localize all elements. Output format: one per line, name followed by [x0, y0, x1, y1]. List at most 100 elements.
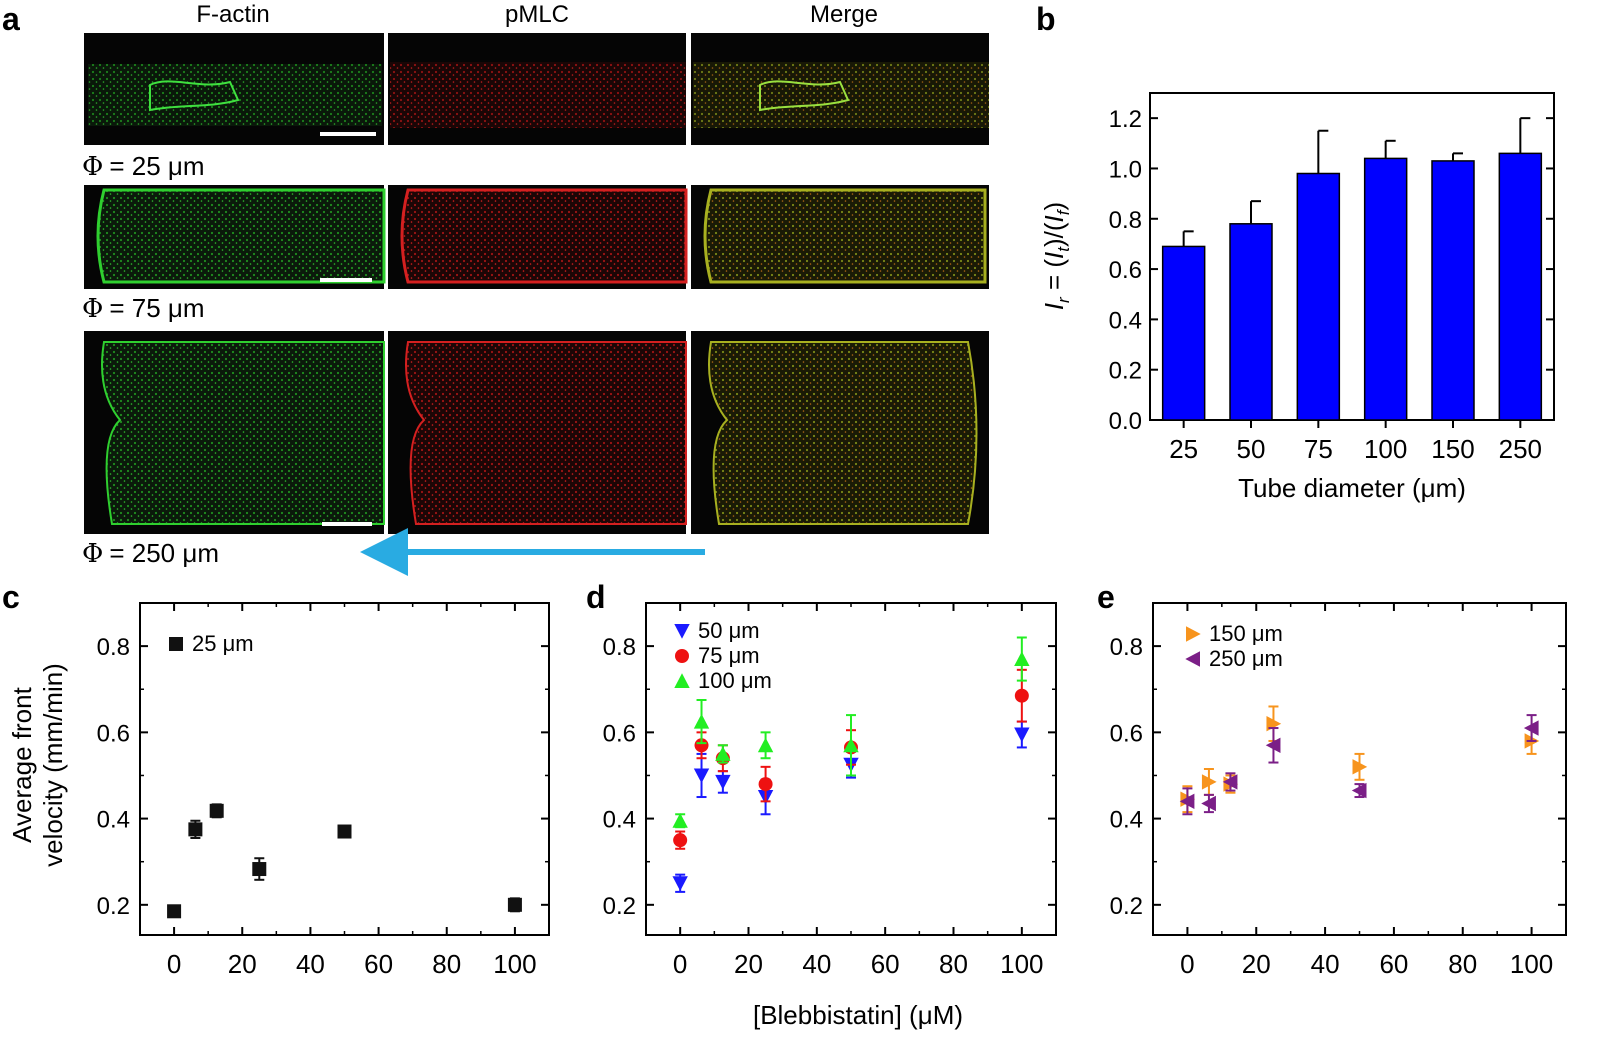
legend-label: 150 μm	[1209, 621, 1283, 646]
y-tick-label: 0.8	[97, 634, 130, 661]
bar	[1363, 157, 1408, 421]
panel-b-plot-frame	[1149, 92, 1555, 421]
y-tick-label: 0.8	[1110, 634, 1143, 661]
x-tick-label: 60	[871, 949, 900, 979]
legend-marker	[1186, 626, 1201, 642]
bar	[1498, 152, 1543, 421]
legend-marker	[1185, 651, 1200, 667]
legend-marker	[169, 637, 183, 651]
x-tick-label: 20	[1242, 949, 1271, 979]
row-label-250um: Φ = 250 μm	[82, 538, 219, 569]
data-point	[672, 813, 688, 828]
data-point	[1201, 774, 1217, 790]
y-tick-label: 0.2	[1109, 358, 1142, 385]
data-point	[843, 737, 859, 753]
data-point	[1014, 727, 1030, 743]
x-tick-label: 100	[1000, 949, 1043, 979]
x-tick-label: 20	[228, 949, 257, 979]
data-point	[757, 737, 774, 753]
x-axis-label: Tube diameter (μm)	[1238, 473, 1466, 503]
bar	[1296, 172, 1341, 421]
data-point	[693, 768, 710, 784]
legend-label: 100 μm	[698, 668, 772, 693]
x-tick-label: 150	[1431, 434, 1474, 464]
row-label-25um: Φ = 25 μm	[82, 151, 205, 182]
image-row-250um	[84, 331, 989, 534]
x-tick-label: 250	[1499, 434, 1542, 464]
column-label-pmlc: pMLC	[505, 1, 569, 28]
data-point	[1222, 774, 1238, 790]
x-tick-label: 20	[734, 949, 763, 979]
x-tick-label: 25	[1169, 434, 1198, 464]
image-row-75um	[84, 185, 989, 289]
y-axis-label: Ir = (It)/(If)	[1039, 202, 1073, 310]
bar	[1431, 160, 1475, 421]
scale-bar	[320, 278, 372, 282]
x-tick-label: 40	[802, 949, 831, 979]
y-tick-label: 1.0	[1109, 156, 1142, 183]
x-tick-label: 0	[673, 949, 687, 979]
panel-a-letter: a	[2, 1, 20, 37]
y-tick-label: 0.4	[603, 807, 636, 834]
data-point	[758, 777, 773, 792]
legend-marker	[674, 673, 690, 688]
panel-a: a F-actin pMLC Merge Φ = 25 μm Φ = 75	[2, 1, 989, 576]
x-tick-label: 0	[1180, 949, 1194, 979]
y-tick-label: 0.0	[1109, 408, 1142, 435]
x-axis-label: [Blebbistatin] (μM)	[753, 1000, 963, 1030]
x-tick-label: 100	[1364, 434, 1407, 464]
data-point	[1523, 720, 1539, 736]
legend-label: 75 μm	[698, 643, 760, 668]
data-point	[188, 822, 203, 837]
data-point	[337, 824, 352, 839]
image-row-25um	[84, 33, 989, 145]
legend-label: 50 μm	[698, 618, 760, 643]
y-tick-label: 1.2	[1109, 106, 1142, 133]
x-tick-label: 80	[939, 949, 968, 979]
data-point	[672, 876, 688, 891]
y-tick-label: 0.2	[603, 893, 636, 920]
y-tick-label: 0.6	[97, 720, 130, 747]
data-point	[1351, 782, 1367, 799]
panel-c-letter: c	[2, 579, 20, 615]
bar	[1161, 245, 1206, 421]
y-tick-label: 0.4	[1109, 307, 1142, 334]
x-tick-label: 60	[1379, 949, 1408, 979]
data-point	[1014, 651, 1030, 667]
x-tick-label: 60	[364, 949, 393, 979]
y-tick-label: 0.6	[1110, 720, 1143, 747]
x-tick-label: 75	[1304, 434, 1333, 464]
panel-b: b 0.0 0.2 0.4 0.6 0.8 1.0 1.2 25 50 75 100 150 250 T…	[1036, 1, 1555, 503]
y-tick-label: 0.8	[1109, 207, 1142, 234]
data-point	[167, 904, 182, 919]
data-point	[209, 803, 224, 818]
row-label-75um: Φ = 75 μm	[82, 293, 205, 324]
data-point	[1265, 737, 1281, 753]
bar	[1229, 223, 1273, 421]
data-point	[673, 833, 688, 848]
panel-e-letter: e	[1097, 579, 1115, 615]
x-tick-label: 40	[296, 949, 325, 979]
panel-b-letter: b	[1036, 1, 1056, 37]
data-point	[694, 738, 709, 753]
y-tick-label: 0.6	[1109, 257, 1142, 284]
panel-d-letter: d	[586, 579, 606, 615]
legend-label: 25 μm	[192, 631, 254, 656]
y-tick-label: 0.8	[603, 634, 636, 661]
y-tick-label: 0.4	[1110, 807, 1143, 834]
scale-bar	[322, 522, 372, 526]
scale-bar	[320, 132, 376, 136]
x-tick-label: 100	[493, 949, 536, 979]
column-label-merge: Merge	[810, 1, 878, 28]
x-tick-label: 0	[167, 949, 181, 979]
legend-marker	[674, 624, 690, 639]
data-point	[715, 774, 731, 790]
legend-marker	[675, 649, 689, 663]
column-label-f-actin: F-actin	[196, 1, 269, 28]
x-tick-label: 100	[1510, 949, 1553, 979]
y-tick-label: 0.2	[97, 893, 130, 920]
data-point	[1201, 795, 1216, 812]
